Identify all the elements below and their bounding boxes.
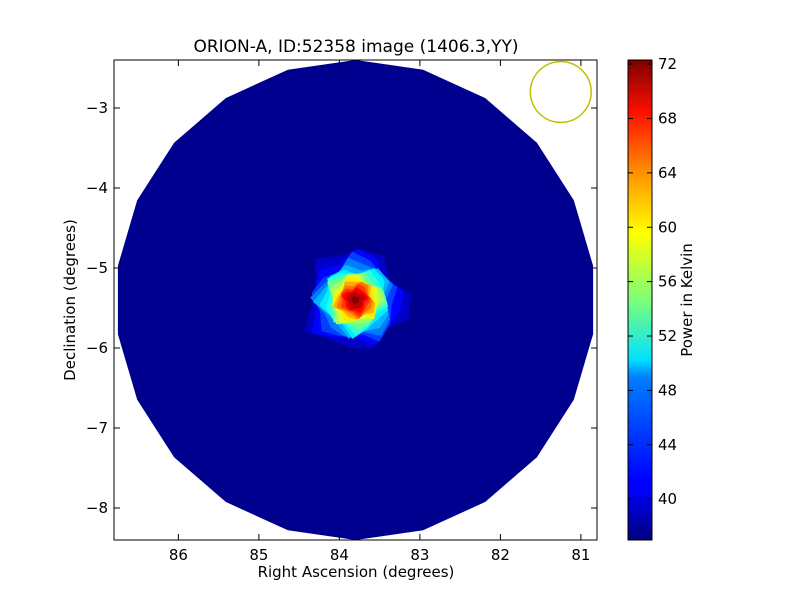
colorbar-tick-label: 56	[658, 273, 677, 291]
x-tick-label: 86	[169, 546, 188, 564]
colorbar-tick-label: 40	[658, 490, 677, 508]
source-contour-17	[351, 295, 360, 305]
y-tick-label: −7	[86, 419, 108, 437]
colorbar-tick-label: 44	[658, 436, 677, 454]
y-axis-label: Declination (degrees)	[61, 219, 79, 381]
colorbar-tick-label: 48	[658, 381, 677, 399]
x-tick-label: 82	[491, 546, 510, 564]
colorbar-label: Power in Kelvin	[678, 243, 696, 357]
beam-circle	[529, 60, 592, 124]
x-tick-label: 83	[410, 546, 429, 564]
colorbar-tick-label: 68	[658, 109, 677, 127]
x-axis-label: Right Ascension (degrees)	[258, 563, 455, 581]
plot-frame	[113, 59, 598, 541]
colorbar-gradient	[627, 59, 653, 541]
colorbar-tick-label: 72	[658, 55, 677, 73]
colorbar-tick-label: 52	[658, 327, 677, 345]
y-tick-label: −6	[86, 339, 108, 357]
x-tick-label: 81	[571, 546, 590, 564]
y-tick-label: −8	[86, 499, 108, 517]
y-tick-label: −4	[86, 179, 108, 197]
y-tick-label: −3	[86, 99, 108, 117]
colorbar-tick-label: 60	[658, 218, 677, 236]
colorbar: 40 44 48 52 56 60 64 68 72 Power in Kelvin	[627, 55, 696, 541]
x-tick-label: 84	[330, 546, 349, 564]
colorbar-tick-label: 64	[658, 164, 677, 182]
y-tick-label: −5	[86, 259, 108, 277]
plot-area: 86 85 84 83 82 81 −3 −4 −5 −6 −7 −8	[86, 59, 598, 564]
x-tick-label: 85	[249, 546, 268, 564]
chart-title: ORION-A, ID:52358 image (1406.3,YY)	[193, 37, 518, 57]
